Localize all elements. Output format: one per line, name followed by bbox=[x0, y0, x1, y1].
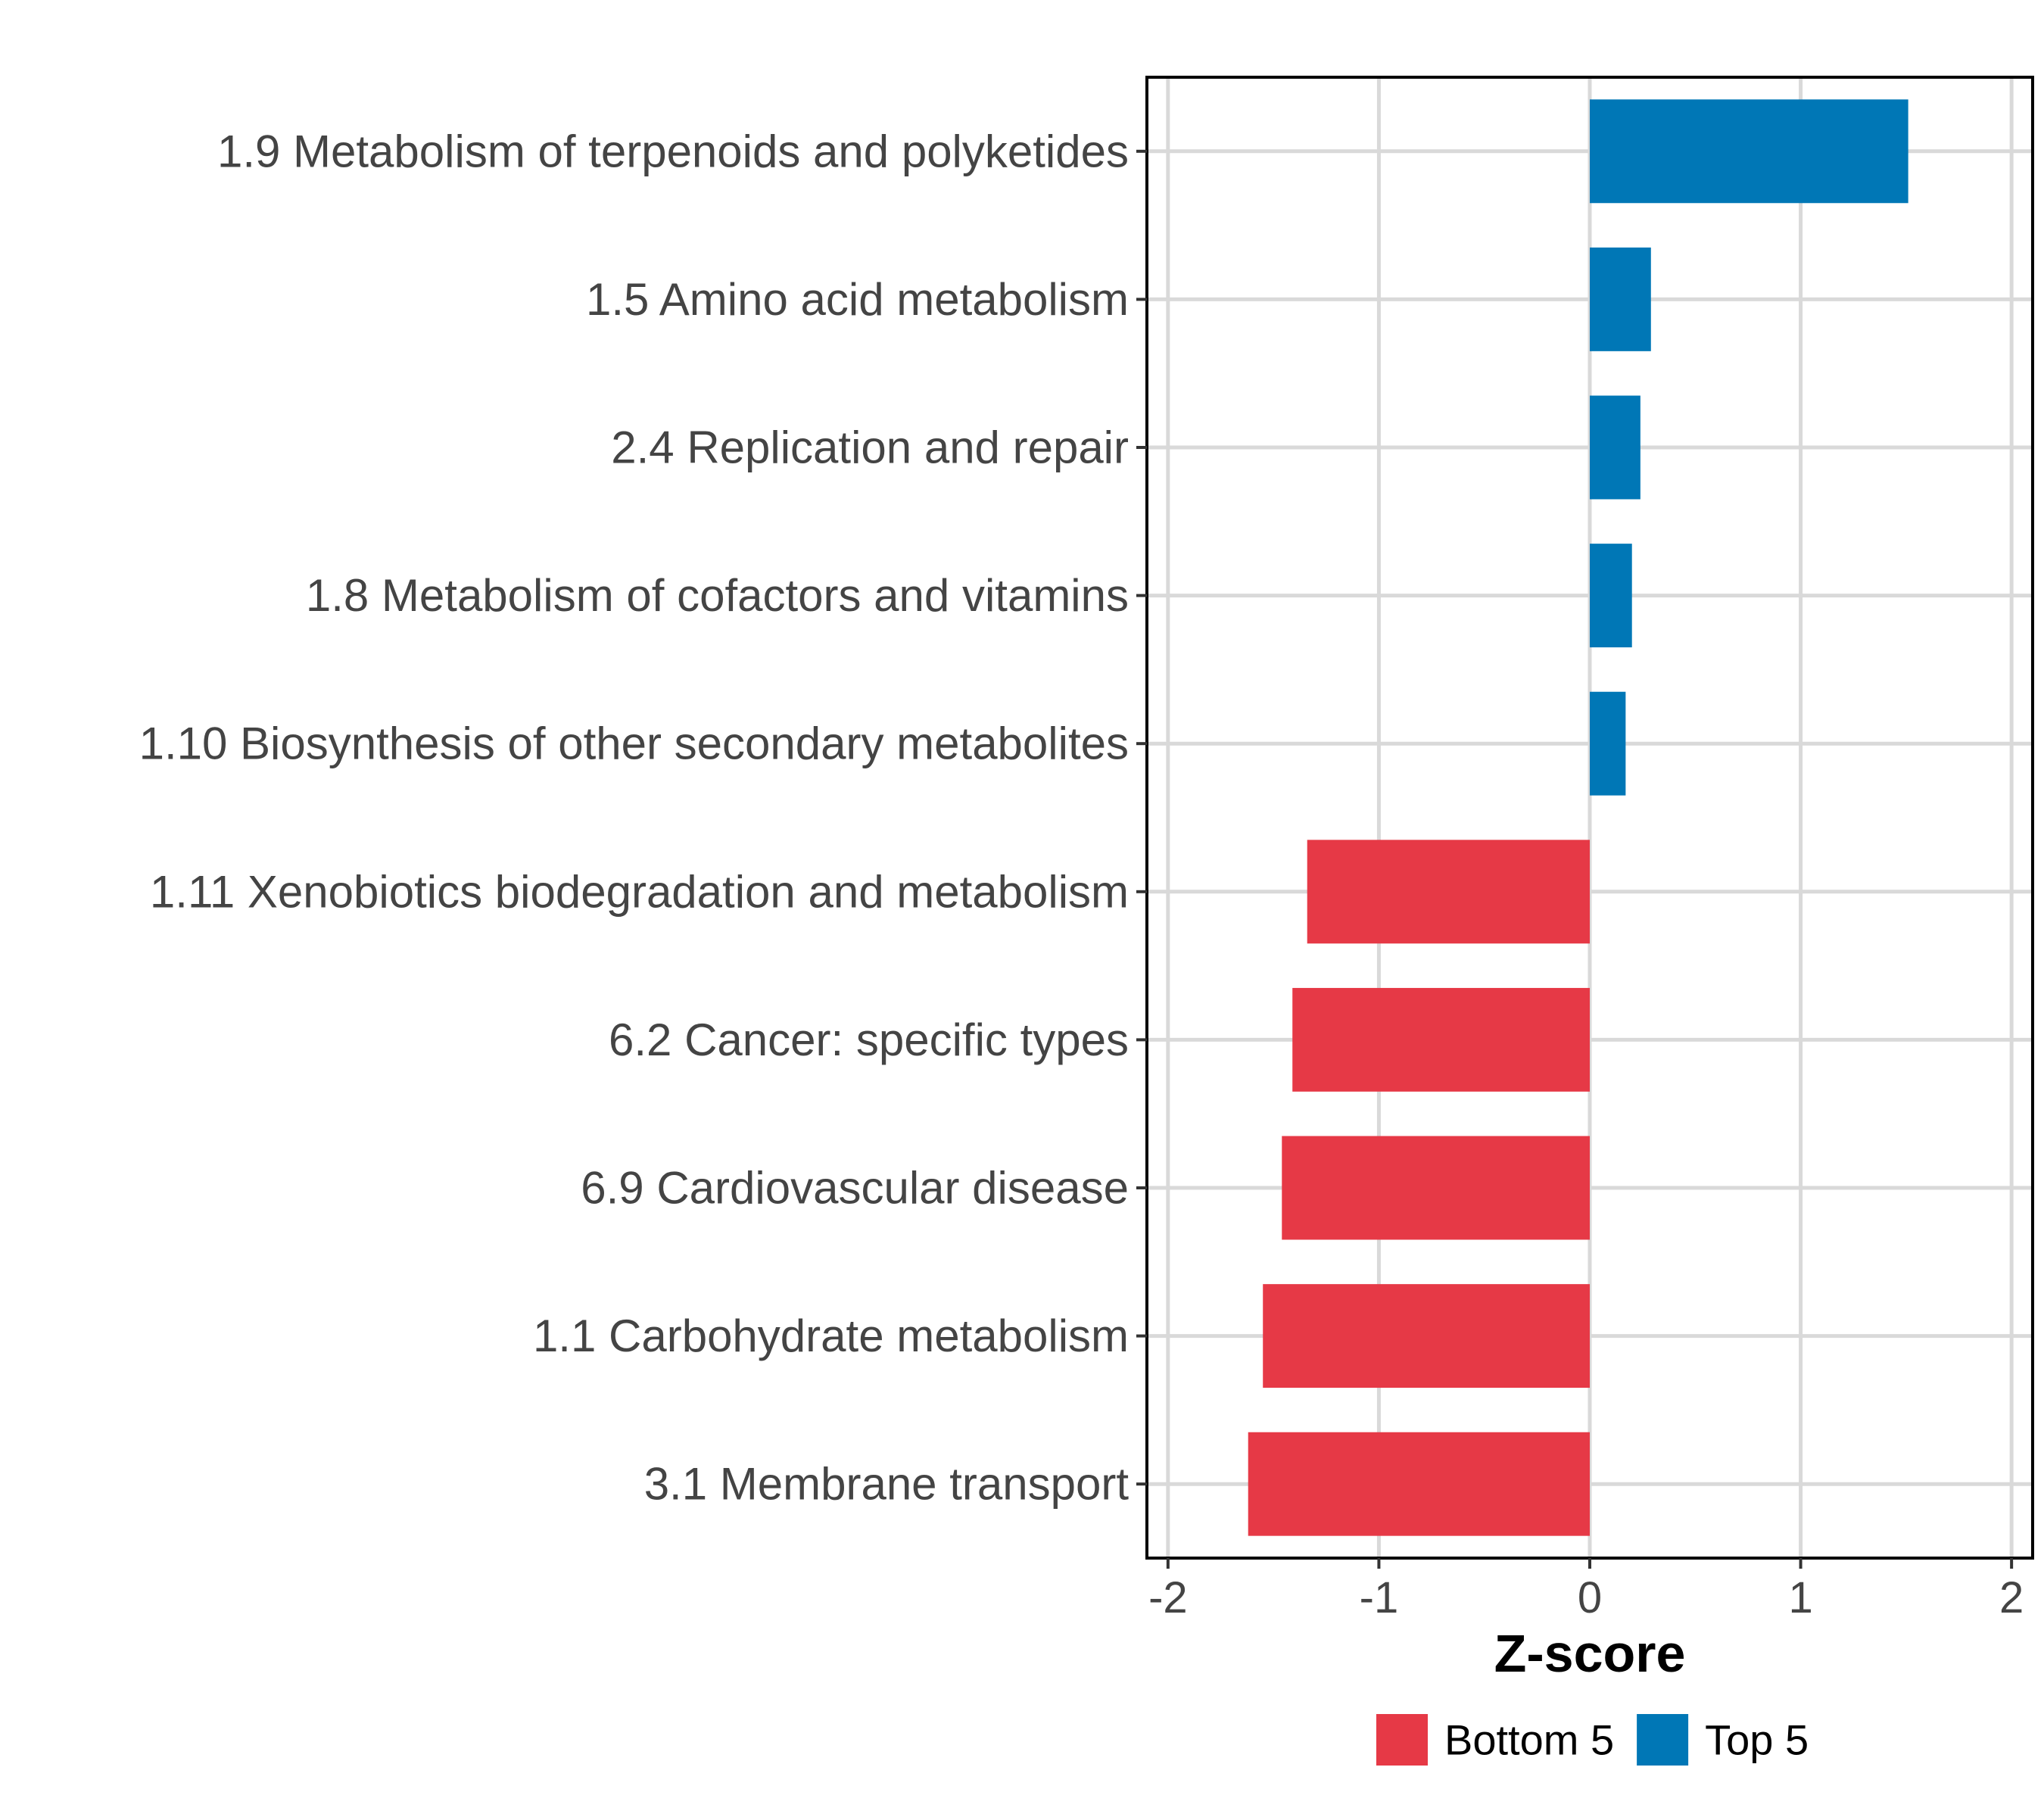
bar-2 bbox=[1590, 395, 1640, 500]
bar-9 bbox=[1248, 1432, 1590, 1536]
x-tick-label: 2 bbox=[1999, 1573, 2024, 1622]
bar-6 bbox=[1292, 987, 1590, 1092]
x-tick-label: -1 bbox=[1360, 1573, 1399, 1622]
category-label: 1.9 Metabolism of terpenoids and polyket… bbox=[217, 126, 1129, 176]
category-label: 1.11 Xenobiotics biodegradation and meta… bbox=[150, 866, 1129, 917]
legend-swatch-1 bbox=[1637, 1714, 1689, 1766]
category-label: 6.9 Cardiovascular disease bbox=[581, 1163, 1129, 1214]
x-tick-label: -2 bbox=[1148, 1573, 1188, 1622]
legend: Bottom 5 Top 5 bbox=[1376, 1714, 1809, 1766]
y-axis: 1.9 Metabolism of terpenoids and polyket… bbox=[139, 126, 1147, 1510]
category-label: 2.4 Replication and repair bbox=[611, 422, 1129, 473]
bar-0 bbox=[1590, 99, 1908, 204]
legend-label-0: Bottom 5 bbox=[1444, 1716, 1614, 1764]
category-label: 1.1 Carbohydrate metabolism bbox=[533, 1311, 1129, 1361]
bar-1 bbox=[1590, 247, 1651, 351]
x-tick-label: 1 bbox=[1788, 1573, 1812, 1622]
bar-7 bbox=[1282, 1136, 1590, 1240]
x-tick-label: 0 bbox=[1578, 1573, 1602, 1622]
category-label: 3.1 Membrane transport bbox=[644, 1459, 1129, 1510]
bar-8 bbox=[1263, 1284, 1590, 1388]
legend-swatch-0 bbox=[1376, 1714, 1428, 1766]
bar-4 bbox=[1590, 691, 1626, 796]
legend-label-1: Top 5 bbox=[1705, 1716, 1809, 1764]
category-label: 1.10 Biosynthesis of other secondary met… bbox=[139, 718, 1129, 769]
bar-3 bbox=[1590, 544, 1632, 648]
bar-5 bbox=[1307, 840, 1590, 944]
bars bbox=[1248, 99, 1908, 1536]
x-axis-title: Z-score bbox=[1494, 1624, 1686, 1683]
x-axis: -2 -1 0 1 2 bbox=[1148, 1558, 2024, 1622]
category-label: 6.2 Cancer: specific types bbox=[609, 1014, 1129, 1065]
category-label: 1.8 Metabolism of cofactors and vitamins bbox=[306, 570, 1129, 621]
category-label: 1.5 Amino acid metabolism bbox=[586, 274, 1129, 325]
